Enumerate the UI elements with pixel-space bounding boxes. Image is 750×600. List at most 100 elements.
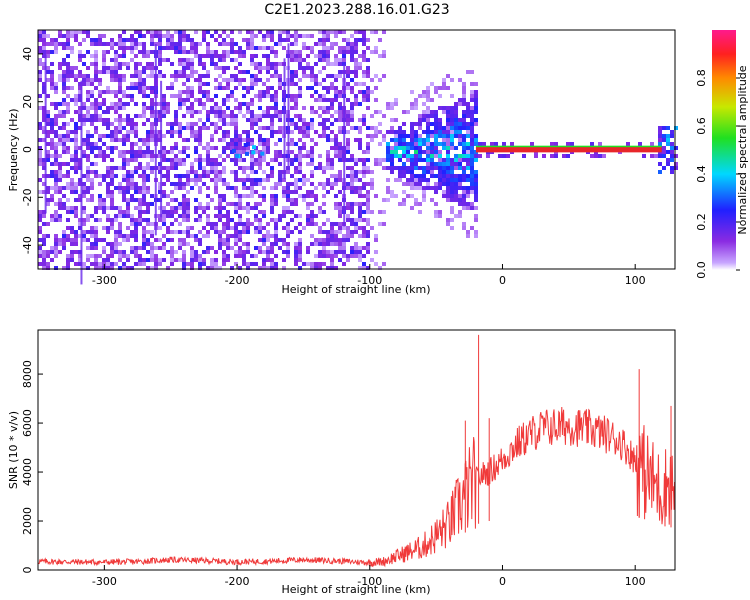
spectrogram-cell <box>354 46 358 50</box>
spectrogram-cell <box>42 30 46 34</box>
spectrogram-cell <box>354 186 358 190</box>
spectrogram-cell <box>450 122 454 126</box>
spectrogram-cell <box>282 206 286 210</box>
spectrogram-cell <box>322 50 326 54</box>
spectrogram-cell <box>246 230 250 234</box>
spectrogram-cell <box>38 74 42 78</box>
spectrogram-cell <box>314 54 318 58</box>
spectrogram-cell <box>302 118 306 122</box>
spectrogram-cell <box>270 86 274 90</box>
spectrogram-cell <box>250 34 254 38</box>
spectrogram-cell <box>74 78 78 82</box>
spectrogram-cell <box>426 126 430 130</box>
spectrogram-cell <box>314 238 318 242</box>
spectrogram-cell <box>282 30 286 34</box>
spectrogram-cell <box>314 266 318 270</box>
spectrogram-cell <box>54 246 58 250</box>
spectrogram-cell <box>198 54 202 58</box>
spectrogram-cell <box>178 150 182 154</box>
spectrogram-cell <box>246 194 250 198</box>
spectrogram-cell <box>94 98 98 102</box>
spectrogram-cell <box>410 162 414 166</box>
spectrogram-cell <box>182 34 186 38</box>
spectrogram-cell <box>346 70 350 74</box>
spectrogram-cell <box>246 134 250 138</box>
spectrogram-cell <box>354 202 358 206</box>
spectrogram-cell <box>238 158 242 162</box>
spectrogram-cell <box>46 42 50 46</box>
spectrogram-cell <box>58 214 62 218</box>
spectrogram-cell <box>450 218 454 222</box>
spectrogram-cell <box>470 178 474 182</box>
spectrogram-cell <box>162 258 166 262</box>
spectrogram-cell <box>42 118 46 122</box>
spectrogram-cell <box>46 122 50 126</box>
spectrogram-cell <box>262 66 266 70</box>
spectrogram-cell <box>130 186 134 190</box>
spectrogram-cell <box>206 186 210 190</box>
spectrogram-cell <box>226 234 230 238</box>
spectrogram-cell <box>346 166 350 170</box>
snr-spikes <box>464 334 672 533</box>
spectrogram-cell <box>318 42 322 46</box>
spectrogram-cell <box>426 138 430 142</box>
spectrogram-cell <box>454 130 458 134</box>
spectrogram-cell <box>234 210 238 214</box>
spectrogram-cell <box>178 162 182 166</box>
spectrogram-cell <box>174 206 178 210</box>
spectrogram-cell <box>42 130 46 134</box>
spectrogram-cell <box>298 94 302 98</box>
spectrogram-cell <box>206 110 210 114</box>
spectrogram-cell <box>250 162 254 166</box>
spectrogram-cell <box>170 262 174 266</box>
spectrogram-streak <box>154 44 157 236</box>
spectrogram-cell <box>158 110 162 114</box>
spectrogram-cell <box>186 126 190 130</box>
spectrogram-cell <box>46 150 50 154</box>
spectrogram-cell <box>662 166 666 170</box>
spectrogram-cell <box>118 62 122 66</box>
spectrogram-cell <box>82 262 86 266</box>
spectrogram-cell <box>94 174 98 178</box>
spectrogram-cell <box>426 122 430 126</box>
spectrogram-cell <box>318 50 322 54</box>
spectrogram-cell <box>234 226 238 230</box>
spectrogram-cell <box>78 30 82 34</box>
spectrogram-cell <box>418 202 422 206</box>
spectrogram-cell <box>378 38 382 42</box>
spectrogram-cell <box>318 254 322 258</box>
spectrogram-cells <box>38 30 678 285</box>
spectrogram-cell <box>258 222 262 226</box>
spectrogram-cell <box>370 258 374 262</box>
spectrogram-cell <box>50 186 54 190</box>
spectrogram-cell <box>130 234 134 238</box>
spectrogram-cell <box>210 166 214 170</box>
spectrogram-cell <box>198 258 202 262</box>
spectrogram-cell <box>354 70 358 74</box>
spectrogram-cell <box>166 122 170 126</box>
spectrogram-cell <box>222 262 226 266</box>
spectrogram-cell <box>374 46 378 50</box>
spectrogram-cell <box>94 266 98 270</box>
spectrogram-cell <box>238 70 242 74</box>
spectrogram-cell <box>398 130 402 134</box>
spectrogram-cell <box>166 150 170 154</box>
spectrogram-cell <box>338 106 342 110</box>
spectrogram-cell <box>102 206 106 210</box>
spectrogram-cell <box>242 50 246 54</box>
spectrogram-cell <box>414 182 418 186</box>
spectrogram-cell <box>362 194 366 198</box>
spectrogram-cell <box>266 162 270 166</box>
spectrogram-cell <box>334 110 338 114</box>
spectrogram-cell <box>150 106 154 110</box>
spectrogram-x-ticks: -300 -200 -100 0 100 <box>92 264 646 287</box>
spectrogram-cell <box>198 238 202 242</box>
spectrogram-cell <box>322 210 326 214</box>
spectrogram-cell <box>206 98 210 102</box>
spectrogram-cell <box>474 178 478 182</box>
spectrogram-cell <box>318 266 322 270</box>
spectrogram-cell <box>182 230 186 234</box>
spectrogram-cell <box>54 142 58 146</box>
spectrogram-cell <box>174 198 178 202</box>
spectrogram-cell <box>178 230 182 234</box>
